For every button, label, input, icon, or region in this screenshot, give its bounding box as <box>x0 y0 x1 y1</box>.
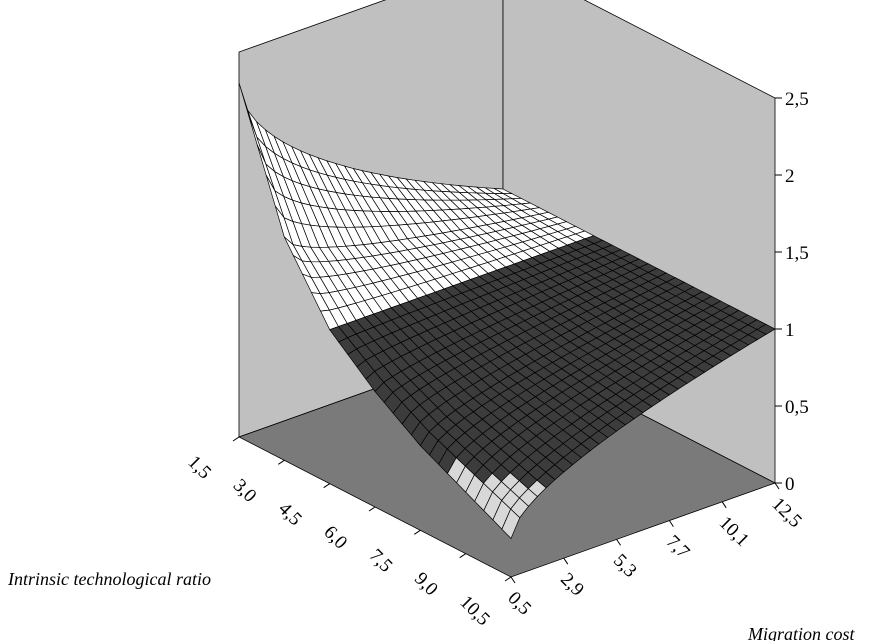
y-axis-title: Migration cost <box>747 624 855 641</box>
y-tick-label: 2,9 <box>556 569 588 601</box>
x-tick-label: 3,0 <box>229 475 261 507</box>
x-tick-label: 9,0 <box>410 568 442 600</box>
y-tick-mark <box>774 482 780 490</box>
chart-axes <box>232 97 782 584</box>
x-tick-mark <box>504 576 512 582</box>
y-tick-label: 0,5 <box>503 588 535 620</box>
y-tick-label: 7,7 <box>662 531 694 563</box>
x-tick-mark <box>459 553 466 559</box>
z-tick-label: 0,5 <box>785 397 809 418</box>
y-tick-mark <box>668 520 674 527</box>
x-tick-mark <box>278 459 285 465</box>
x-tick-label: 6,0 <box>319 522 351 554</box>
z-tick-label: 2 <box>785 166 795 187</box>
y-tick-label: 5,3 <box>609 550 641 582</box>
x-tick-mark <box>232 436 240 442</box>
y-tick-mark <box>510 576 516 584</box>
y-tick-mark <box>721 501 727 509</box>
x-tick-mark <box>414 529 421 535</box>
y-tick-mark <box>616 539 622 546</box>
x-tick-label: 1,5 <box>183 452 215 484</box>
z-tick-label: 1,5 <box>785 243 809 264</box>
y-tick-label: 12,5 <box>767 494 805 532</box>
z-tick-label: 1 <box>785 320 795 341</box>
surface-plot <box>238 82 776 540</box>
x-tick-label: 7,5 <box>365 545 397 577</box>
z-tick-label: 0 <box>785 474 795 495</box>
x-tick-label: 10,5 <box>455 592 493 630</box>
y-tick-label: 10,1 <box>715 512 753 550</box>
x-tick-label: 4,5 <box>274 498 306 530</box>
y-tick-mark <box>563 557 569 565</box>
x-axis-title: Intrinsic technological ratio <box>7 569 211 589</box>
x-tick-mark <box>323 483 330 489</box>
z-tick-label: 2,5 <box>785 89 809 110</box>
x-tick-mark <box>368 506 376 512</box>
